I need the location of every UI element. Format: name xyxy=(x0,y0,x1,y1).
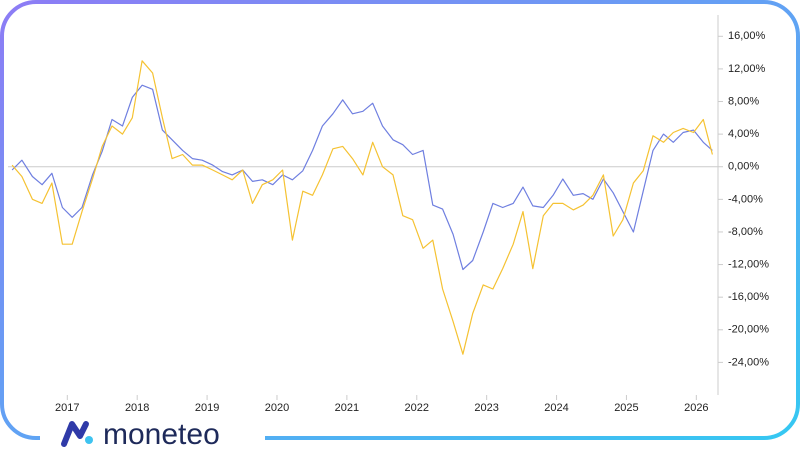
x-tick-label: 2019 xyxy=(195,402,219,414)
x-tick-label: 2018 xyxy=(125,402,149,414)
y-tick-label: 12,00% xyxy=(728,63,766,75)
brand: moneteo xyxy=(103,418,220,450)
x-tick-label: 2026 xyxy=(684,402,708,414)
series-line xyxy=(11,84,713,271)
x-tick-label: 2022 xyxy=(405,402,429,414)
y-tick-label: -20,00% xyxy=(728,324,769,336)
x-tick-label: 2025 xyxy=(614,402,638,414)
x-tick-label: 2017 xyxy=(55,402,79,414)
series-line xyxy=(11,60,713,355)
y-tick-label: -24,00% xyxy=(728,356,769,368)
x-tick-label: 2023 xyxy=(474,402,498,414)
x-tick-label: 2021 xyxy=(335,402,359,414)
y-tick-label: 16,00% xyxy=(728,30,766,42)
y-tick-label: 0,00% xyxy=(728,161,759,173)
y-tick-label: -4,00% xyxy=(728,193,763,205)
y-tick-label: 8,00% xyxy=(728,95,759,107)
y-tick-label: -16,00% xyxy=(728,291,769,303)
x-tick-label: 2020 xyxy=(265,402,289,414)
y-tick-label: -12,00% xyxy=(728,258,769,270)
x-tick-label: 2024 xyxy=(544,402,568,414)
logo-icon xyxy=(61,421,93,447)
y-tick-label: -8,00% xyxy=(728,226,763,238)
frame xyxy=(0,0,800,440)
y-tick-label: 4,00% xyxy=(728,128,759,140)
